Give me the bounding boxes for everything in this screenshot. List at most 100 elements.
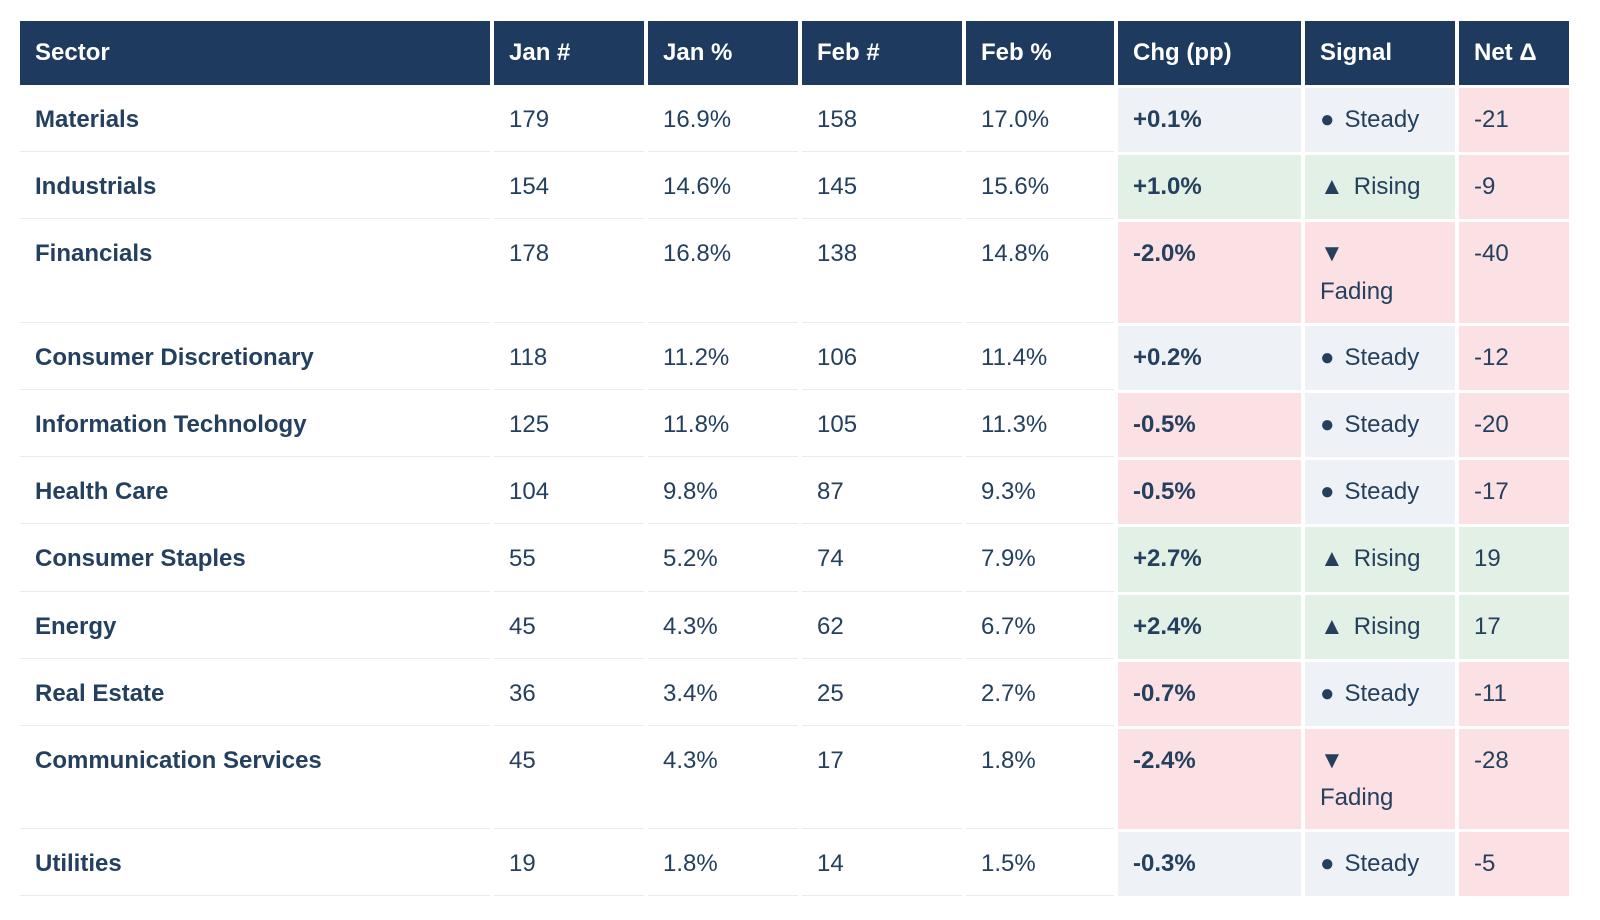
signal-cell: ▼ Fading — [1305, 222, 1455, 323]
feb-pct-cell: 7.9% — [966, 527, 1114, 592]
sector-name: Materials — [20, 88, 490, 153]
chg-cell: +1.0% — [1118, 155, 1301, 220]
net-delta-cell: -21 — [1459, 88, 1569, 153]
net-delta-cell: -40 — [1459, 222, 1569, 323]
feb-count-cell: 106 — [802, 325, 962, 390]
net-delta-cell: 19 — [1459, 527, 1569, 592]
signal-cell: ● Steady — [1305, 392, 1455, 458]
signal-cell: ● Steady — [1305, 460, 1455, 525]
feb-pct-cell: 2.7% — [966, 661, 1114, 726]
signal-icon: ▲ — [1320, 173, 1344, 201]
table-row: Health Care 104 9.8% 87 9.3% -0.5% ● Stea… — [20, 460, 1569, 525]
table-row: Real Estate 36 3.4% 25 2.7% -0.7% ● Stead… — [20, 661, 1569, 726]
net-delta-cell: -5 — [1459, 832, 1569, 897]
jan-count-cell: 45 — [494, 594, 644, 659]
column-header-net-delta: Net Δ — [1459, 21, 1569, 85]
signal-label: Fading — [1320, 784, 1394, 812]
chg-cell: -2.0% — [1118, 222, 1301, 323]
signal-label: Rising — [1353, 173, 1421, 201]
sector-name: Financials — [20, 222, 490, 323]
net-delta-cell: -17 — [1459, 460, 1569, 525]
sector-name: Industrials — [20, 155, 490, 220]
column-header-sector: Sector — [20, 21, 490, 85]
jan-count-cell: 104 — [494, 460, 644, 525]
table-row: Information Technology 125 11.8% 105 11.… — [20, 392, 1569, 458]
column-header-feb-count: Feb # — [802, 21, 962, 85]
sector-name: Information Technology — [20, 392, 490, 458]
jan-count-cell: 45 — [494, 728, 644, 830]
jan-pct-cell: 14.6% — [648, 155, 798, 220]
jan-pct-cell: 3.4% — [648, 661, 798, 726]
signal-icon: ● — [1320, 106, 1335, 133]
signal-label: Steady — [1344, 343, 1420, 371]
feb-pct-cell: 11.3% — [966, 392, 1114, 458]
feb-pct-cell: 14.8% — [966, 222, 1114, 323]
table-row: Financials 178 16.8% 138 14.8% -2.0% ▼ Fa… — [20, 222, 1569, 323]
signal-icon: ● — [1320, 850, 1335, 878]
signal-label: Steady — [1344, 850, 1420, 878]
chg-cell: +0.2% — [1118, 325, 1301, 390]
signal-cell: ▼ Fading — [1305, 728, 1455, 830]
signal-cell: ● Steady — [1305, 832, 1455, 897]
signal-cell: ▲ Rising — [1305, 155, 1455, 220]
feb-count-cell: 62 — [802, 594, 962, 659]
feb-count-cell: 105 — [802, 392, 962, 458]
feb-count-cell: 14 — [802, 832, 962, 897]
signal-icon: ● — [1320, 410, 1335, 438]
table-row: Energy 45 4.3% 62 6.7% +2.4% ▲ Rising 17 — [20, 594, 1569, 659]
net-delta-cell: -11 — [1459, 661, 1569, 726]
column-header-feb-pct: Feb % — [966, 21, 1114, 85]
feb-count-cell: 138 — [802, 222, 962, 323]
signal-icon: ▼ — [1320, 240, 1344, 268]
chg-cell: +2.7% — [1118, 527, 1301, 592]
signal-icon: ● — [1320, 343, 1335, 371]
signal-cell: ▲ Rising — [1305, 594, 1455, 659]
sector-name: Consumer Discretionary — [20, 325, 490, 390]
column-header-jan-count: Jan # — [494, 21, 644, 85]
feb-pct-cell: 11.4% — [966, 325, 1114, 390]
signal-icon: ● — [1320, 679, 1335, 707]
feb-count-cell: 87 — [802, 460, 962, 525]
signal-label: Steady — [1344, 679, 1420, 707]
sector-name: Health Care — [20, 460, 490, 525]
jan-count-cell: 36 — [494, 661, 644, 726]
jan-count-cell: 125 — [494, 392, 644, 458]
column-header-signal: Signal — [1305, 21, 1455, 85]
sector-name: Real Estate — [20, 661, 490, 726]
sector-name: Communication Services — [20, 728, 490, 830]
table-row: Consumer Discretionary 118 11.2% 106 11.… — [20, 325, 1569, 390]
sector-breadth-table: Sector Jan # Jan % Feb # Feb % Chg (pp) … — [16, 18, 1573, 899]
feb-pct-cell: 17.0% — [966, 88, 1114, 153]
table-row: Materials 179 16.9% 158 17.0% +0.1% ● Ste… — [20, 88, 1569, 153]
chg-cell: -0.3% — [1118, 832, 1301, 897]
feb-count-cell: 74 — [802, 527, 962, 592]
net-delta-cell: -20 — [1459, 392, 1569, 458]
jan-pct-cell: 9.8% — [648, 460, 798, 525]
jan-pct-cell: 4.3% — [648, 594, 798, 659]
jan-pct-cell: 5.2% — [648, 527, 798, 592]
table-row: Utilities 19 1.8% 14 1.5% -0.3% ● Steady … — [20, 832, 1569, 897]
net-delta-cell: -12 — [1459, 325, 1569, 390]
feb-pct-cell: 1.5% — [966, 832, 1114, 897]
feb-pct-cell: 9.3% — [966, 460, 1114, 525]
signal-label: Steady — [1344, 410, 1420, 438]
signal-label: Rising — [1353, 545, 1421, 573]
signal-icon: ▼ — [1320, 746, 1344, 774]
feb-pct-cell: 6.7% — [966, 594, 1114, 659]
column-header-chg: Chg (pp) — [1118, 21, 1301, 85]
net-delta-cell: 17 — [1459, 594, 1569, 659]
jan-count-cell: 55 — [494, 527, 644, 592]
column-header-jan-pct: Jan % — [648, 21, 798, 85]
net-delta-cell: -9 — [1459, 155, 1569, 220]
chg-cell: -2.4% — [1118, 728, 1301, 830]
signal-label: Steady — [1344, 478, 1420, 506]
sector-name: Utilities — [20, 832, 490, 897]
feb-count-cell: 17 — [802, 728, 962, 830]
header-row: Sector Jan # Jan % Feb # Feb % Chg (pp) … — [20, 21, 1569, 85]
feb-pct-cell: 1.8% — [966, 728, 1114, 830]
feb-count-cell: 25 — [802, 661, 962, 726]
table-row: Consumer Staples 55 5.2% 74 7.9% +2.7% ▲… — [20, 527, 1569, 592]
signal-icon: ● — [1320, 478, 1335, 506]
chg-cell: +2.4% — [1118, 594, 1301, 659]
